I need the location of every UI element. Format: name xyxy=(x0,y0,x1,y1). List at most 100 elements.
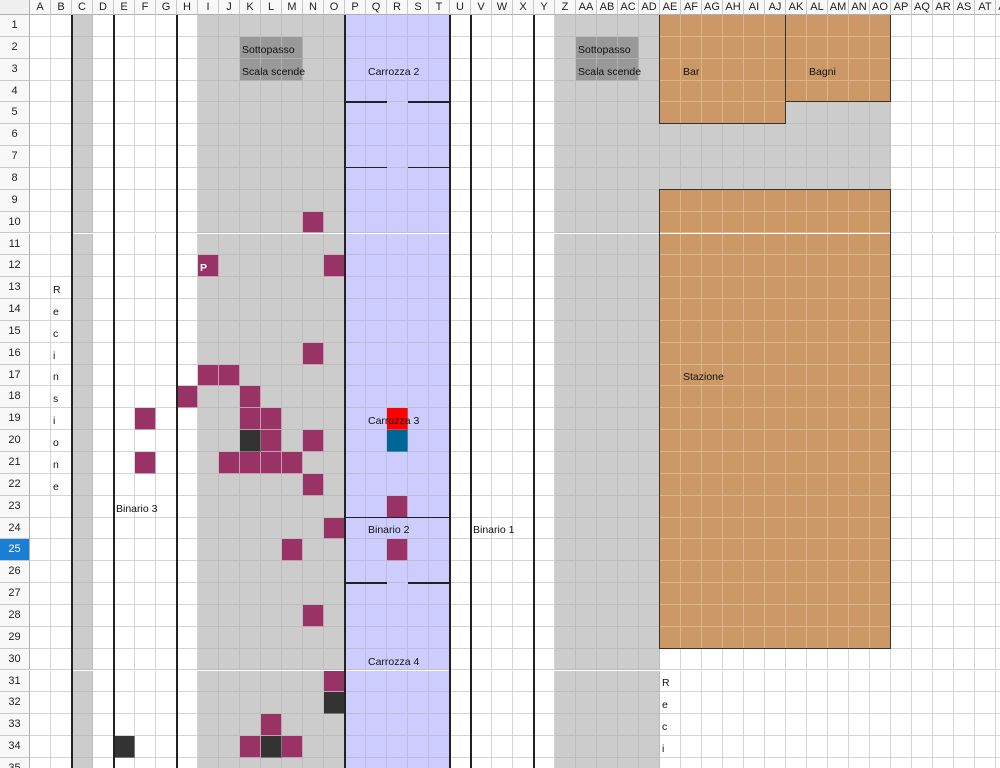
cell-V26[interactable] xyxy=(471,561,492,584)
cell-G17[interactable] xyxy=(156,364,177,387)
cell-AQ24[interactable] xyxy=(912,517,933,540)
cell-U24[interactable] xyxy=(450,517,471,540)
cell-AC7[interactable] xyxy=(618,146,639,168)
cell-AE29[interactable] xyxy=(660,626,681,649)
cell-AU5[interactable] xyxy=(996,102,1000,125)
cell-T6[interactable] xyxy=(429,124,450,147)
cell-AJ28[interactable] xyxy=(765,604,786,627)
cell-AD2[interactable] xyxy=(639,36,660,59)
cell-AB22[interactable] xyxy=(597,473,618,496)
cell-C3[interactable] xyxy=(72,58,93,81)
cell-AL9[interactable] xyxy=(807,189,828,212)
cell-R22[interactable] xyxy=(387,473,408,496)
cell-T10[interactable] xyxy=(429,211,450,234)
cell-AJ9[interactable] xyxy=(765,189,786,212)
cell-K17[interactable] xyxy=(240,364,261,387)
cell-N15[interactable] xyxy=(303,320,324,343)
cell-N23[interactable] xyxy=(303,495,324,518)
cell-AD8[interactable] xyxy=(639,167,660,190)
cell-G6[interactable] xyxy=(156,124,177,147)
cell-V24[interactable] xyxy=(471,517,492,540)
cell-AI23[interactable] xyxy=(744,495,765,518)
cell-B10[interactable] xyxy=(51,211,72,234)
cell-AK18[interactable] xyxy=(786,386,807,409)
cell-AU30[interactable] xyxy=(996,649,1000,671)
cell-AE23[interactable] xyxy=(660,495,681,518)
cell-S14[interactable] xyxy=(408,299,429,321)
cell-AS20[interactable] xyxy=(954,430,975,452)
cell-AH22[interactable] xyxy=(723,473,744,496)
cell-AA21[interactable] xyxy=(576,452,597,474)
cell-E11[interactable] xyxy=(114,233,135,256)
cell-X3[interactable] xyxy=(513,58,534,81)
cell-AU2[interactable] xyxy=(996,37,1000,59)
cell-Z12[interactable] xyxy=(555,255,576,278)
cell-D6[interactable] xyxy=(93,124,114,147)
cell-R3[interactable] xyxy=(387,58,408,81)
column-header-W[interactable]: W xyxy=(492,0,513,15)
cell-AF21[interactable] xyxy=(681,452,702,474)
cell-O23[interactable] xyxy=(324,495,345,518)
cell-B35[interactable] xyxy=(51,757,72,768)
cell-AG13[interactable] xyxy=(702,277,723,300)
cell-O11[interactable] xyxy=(324,233,345,256)
cell-AM30[interactable] xyxy=(828,648,849,671)
cell-AS11[interactable] xyxy=(954,233,975,256)
cell-AK31[interactable] xyxy=(786,670,807,693)
cell-C9[interactable] xyxy=(72,189,93,212)
cell-F8[interactable] xyxy=(135,167,156,190)
cell-K13[interactable] xyxy=(240,277,261,300)
cell-J31[interactable] xyxy=(219,670,240,693)
cell-AH4[interactable] xyxy=(723,80,744,103)
cell-AQ6[interactable] xyxy=(912,124,933,147)
cell-AK23[interactable] xyxy=(786,495,807,518)
cell-J34[interactable] xyxy=(219,736,240,758)
cell-J24[interactable] xyxy=(219,517,240,540)
cell-O15[interactable] xyxy=(324,320,345,343)
cell-L13[interactable] xyxy=(261,277,282,300)
cell-Z32[interactable] xyxy=(555,692,576,715)
cell-AS12[interactable] xyxy=(954,255,975,278)
cell-L30[interactable] xyxy=(261,648,282,671)
cell-G29[interactable] xyxy=(156,626,177,649)
cell-V33[interactable] xyxy=(471,714,492,737)
row-header-33[interactable]: 33 xyxy=(0,714,30,737)
cell-AB28[interactable] xyxy=(597,604,618,627)
cell-I5[interactable] xyxy=(198,102,219,125)
cell-B23[interactable] xyxy=(51,495,72,518)
cell-AD35[interactable] xyxy=(639,757,660,768)
cell-AE10[interactable] xyxy=(660,211,681,234)
cell-AM32[interactable] xyxy=(828,692,849,715)
cell-P13[interactable] xyxy=(345,277,366,300)
cell-A22[interactable] xyxy=(30,473,51,496)
cell-N25[interactable] xyxy=(303,539,324,562)
cell-T12[interactable] xyxy=(429,255,450,278)
cell-W16[interactable] xyxy=(492,342,513,365)
cell-AB31[interactable] xyxy=(597,670,618,693)
column-header-E[interactable]: E xyxy=(114,0,135,15)
cell-M33[interactable] xyxy=(282,714,303,737)
cell-Y1[interactable] xyxy=(534,15,555,37)
cell-X19[interactable] xyxy=(513,408,534,431)
cell-M4[interactable] xyxy=(282,80,303,103)
cell-AQ13[interactable] xyxy=(912,277,933,300)
cell-AU32[interactable] xyxy=(996,692,1000,715)
cell-AE5[interactable] xyxy=(660,102,681,125)
cell-R11[interactable] xyxy=(387,233,408,256)
cell-T14[interactable] xyxy=(429,299,450,321)
cell-AK29[interactable] xyxy=(786,626,807,649)
cell-D31[interactable] xyxy=(93,670,114,693)
cell-G10[interactable] xyxy=(156,211,177,234)
cell-AI24[interactable] xyxy=(744,517,765,540)
cell-AF35[interactable] xyxy=(681,757,702,768)
cell-AO33[interactable] xyxy=(870,714,891,737)
cell-AD13[interactable] xyxy=(639,277,660,300)
cell-AE31[interactable] xyxy=(660,670,681,693)
cell-AJ31[interactable] xyxy=(765,670,786,693)
cell-K31[interactable] xyxy=(240,670,261,693)
cell-AC24[interactable] xyxy=(618,517,639,540)
cell-AE21[interactable] xyxy=(660,452,681,474)
cell-AI20[interactable] xyxy=(744,430,765,452)
cell-Y6[interactable] xyxy=(534,124,555,147)
cell-AB9[interactable] xyxy=(597,189,618,212)
